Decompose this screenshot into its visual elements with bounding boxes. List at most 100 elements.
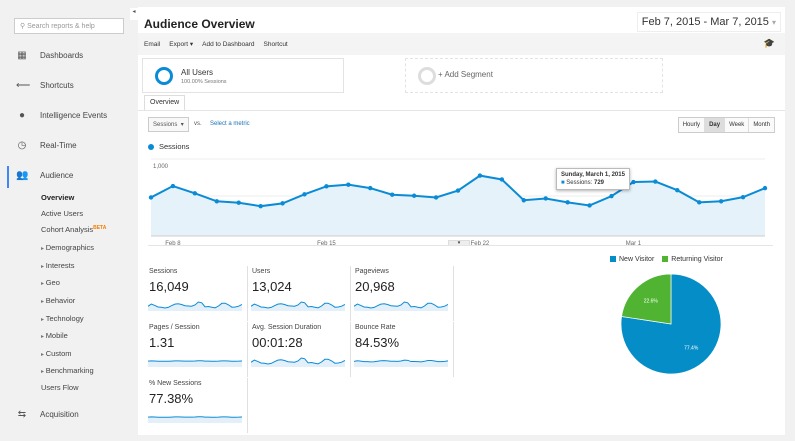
export-button[interactable]: Export ▾ — [169, 41, 194, 48]
data-point[interactable] — [477, 173, 483, 178]
pie-slice[interactable] — [620, 273, 722, 375]
data-point[interactable] — [214, 199, 219, 204]
data-point[interactable] — [433, 195, 439, 200]
data-point[interactable] — [653, 179, 658, 184]
metric-value: 13,024 — [252, 279, 292, 294]
add-segment-button[interactable]: + Add Segment — [405, 58, 663, 93]
label: Real-Time — [40, 141, 77, 150]
x-tick-label: Feb 8 — [165, 241, 181, 247]
visitor-pie-chart: 77.4% 22.6% — [620, 273, 722, 375]
tab-overview[interactable]: Overview — [144, 95, 186, 111]
legend-label: Sessions — [159, 142, 190, 151]
metric-select[interactable]: Sessions ▾ — [148, 117, 189, 132]
data-point[interactable] — [587, 203, 592, 208]
sidebar-item-realtime[interactable]: ◷ Real-Time — [16, 140, 77, 151]
data-point[interactable] — [192, 191, 198, 196]
sub-behavior[interactable]: Behavior — [41, 296, 76, 305]
sub-benchmarking[interactable]: Benchmarking — [41, 366, 94, 375]
data-point[interactable] — [258, 203, 263, 209]
sparkline — [148, 301, 242, 311]
period-hourly[interactable]: Hourly — [678, 118, 705, 132]
shortcut-button[interactable]: Shortcut — [263, 40, 288, 48]
data-point[interactable] — [280, 201, 285, 206]
sub-custom[interactable]: Custom — [41, 349, 72, 358]
sparkline — [148, 416, 242, 423]
data-point[interactable] — [390, 192, 395, 197]
metric-card[interactable]: Users 13,024 — [251, 266, 351, 321]
select-metric-link[interactable]: Select a metric — [210, 121, 250, 127]
sub-active-users[interactable]: Active Users — [41, 209, 84, 218]
period-week[interactable]: Week — [724, 118, 749, 132]
data-point[interactable] — [324, 184, 329, 189]
metric-label: % New Sessions — [149, 380, 202, 387]
period-day[interactable]: Day — [704, 118, 725, 132]
sidebar-item-audience[interactable]: 👥 Audience — [16, 170, 73, 181]
legend-label: Returning Visitor — [671, 256, 723, 263]
metric-card[interactable]: Pageviews 20,968 — [354, 266, 454, 321]
x-tick-label: Feb 22 — [471, 241, 490, 247]
data-point[interactable] — [543, 196, 548, 201]
sidebar-item-acquisition[interactable]: ⇆ Acquisition — [16, 409, 79, 420]
graduation-cap-icon[interactable]: 🎓 — [763, 38, 775, 48]
lightbulb-icon: ● — [18, 110, 26, 121]
data-point[interactable] — [302, 192, 307, 197]
data-point[interactable] — [631, 179, 636, 185]
metric-card[interactable]: Sessions 16,049 — [148, 266, 248, 321]
sub-interests[interactable]: Interests — [41, 261, 75, 270]
data-point[interactable] — [565, 200, 570, 205]
data-point[interactable] — [499, 177, 505, 182]
chart-tooltip: Sunday, March 1, 2015 ■ Sessions: 729 — [556, 168, 630, 190]
data-point[interactable] — [368, 185, 373, 191]
data-point[interactable] — [697, 200, 702, 205]
email-button[interactable]: Email — [144, 40, 161, 48]
tooltip-value: 729 — [593, 180, 604, 186]
data-point[interactable] — [148, 195, 154, 200]
sub-mobile[interactable]: Mobile — [41, 331, 68, 340]
tooltip-row: ■ Sessions: 729 — [561, 180, 604, 186]
metric-card[interactable]: Pages / Session 1.31 — [148, 322, 248, 377]
data-point[interactable] — [521, 198, 526, 203]
sidebar-item-dashboards[interactable]: ▦ Dashboards — [16, 50, 83, 61]
data-point[interactable] — [740, 194, 746, 200]
metric-label: Bounce Rate — [355, 324, 396, 331]
legend-dot — [148, 143, 154, 150]
sidebar-item-intelligence[interactable]: ● Intelligence Events — [16, 110, 107, 121]
sidebar-item-shortcuts[interactable]: ⟵ Shortcuts — [16, 80, 74, 91]
metric-select-value: Sessions — [153, 122, 178, 128]
collapse-sidebar-button[interactable]: ◂ — [130, 8, 138, 20]
sub-technology[interactable]: Technology — [41, 314, 84, 323]
data-point[interactable] — [346, 182, 351, 187]
data-point[interactable] — [718, 199, 724, 204]
metric-value: 84.53% — [355, 335, 400, 350]
data-point[interactable] — [609, 193, 614, 199]
add-to-dashboard-button[interactable]: Add to Dashboard — [202, 40, 255, 48]
metric-label: Pageviews — [355, 268, 389, 275]
segment-all-users[interactable]: All Users 100.00% Sessions — [142, 58, 344, 93]
legend-returning-visitor: Returning Visitor — [662, 256, 723, 263]
sub-geo[interactable]: Geo — [41, 278, 60, 287]
search-input[interactable]: ⚲ Search reports & help — [14, 18, 124, 34]
sub-users-flow[interactable]: Users Flow — [41, 383, 79, 392]
metric-card[interactable]: Avg. Session Duration 00:01:28 — [251, 322, 351, 377]
pie-slice[interactable] — [621, 273, 672, 325]
data-point[interactable] — [455, 188, 461, 193]
grid-icon: ▦ — [17, 50, 27, 61]
sub-overview[interactable]: Overview — [41, 193, 75, 202]
sub-cohort[interactable]: Cohort AnalysisBETA — [41, 225, 106, 234]
page-title: Audience Overview — [144, 17, 255, 31]
period-month[interactable]: Month — [748, 118, 774, 132]
metric-card[interactable]: Bounce Rate 84.53% — [354, 322, 454, 377]
data-point[interactable] — [170, 183, 176, 189]
metric-label: Sessions — [149, 268, 178, 275]
sparkline — [251, 301, 345, 311]
label: Cohort Analysis — [41, 225, 94, 234]
data-point[interactable] — [411, 193, 417, 198]
data-point[interactable] — [762, 185, 768, 191]
date-range-picker[interactable]: Feb 7, 2015 - Mar 7, 2015 ▾ — [636, 12, 781, 32]
metric-value: 77.38% — [149, 391, 194, 406]
data-point[interactable] — [236, 200, 241, 205]
metric-card[interactable]: % New Sessions 77.38% — [148, 378, 248, 433]
data-point[interactable] — [675, 187, 680, 193]
sub-demographics[interactable]: Demographics — [41, 243, 94, 252]
